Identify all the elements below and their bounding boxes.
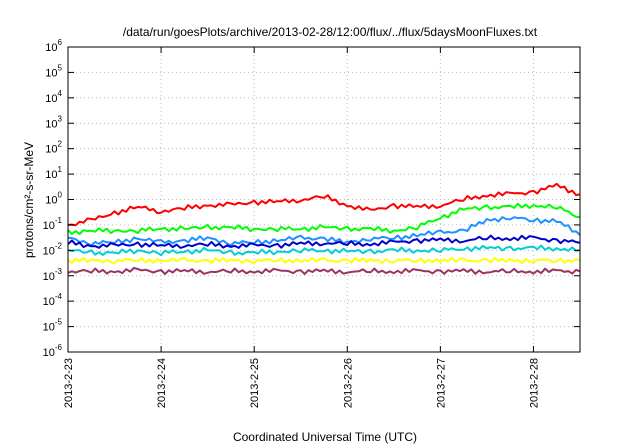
chart-title: /data/run/goesPlots/archive/2013-02-28/1… (123, 25, 538, 39)
y-tick-label: 10-1 (43, 216, 63, 232)
x-tick-label: 2013-2-24 (156, 358, 168, 408)
series-group (67, 182, 581, 275)
y-axis: 10-6 10-5 10-4 10-3 10-2 10-1 100 101 102 103 104 1… (43, 38, 580, 359)
y-tick-label: 104 (45, 89, 62, 105)
y-axis-label: protons/cm²-s-sr-MeV (22, 142, 36, 258)
x-tick-label: 2013-2-27 (435, 358, 447, 408)
x-tick-label: 2013-2-23 (63, 358, 75, 408)
x-tick-label: 2013-2-26 (342, 358, 354, 408)
series-line (67, 256, 581, 265)
x-axis: 2013-2-23 2013-2-24 2013-2-25 2013-2-26 2013… (63, 47, 540, 408)
x-tick-label: 2013-2-28 (528, 358, 540, 408)
y-tick-label: 105 (45, 63, 62, 79)
y-tick-label: 106 (45, 38, 62, 54)
x-axis-label: Coordinated Universal Time (UTC) (233, 430, 417, 444)
y-tick-label: 101 (45, 165, 62, 181)
series-line (67, 216, 581, 247)
series-line (67, 202, 581, 235)
y-tick-label: 100 (45, 191, 62, 207)
y-tick-label: 102 (45, 140, 62, 156)
series-line (67, 234, 581, 249)
y-tick-label: 10-3 (43, 267, 63, 283)
x-tick-label: 2013-2-25 (249, 358, 261, 408)
grid (68, 47, 580, 352)
y-tick-label: 10-5 (43, 318, 63, 334)
y-tick-label: 103 (45, 114, 62, 130)
series-line (67, 267, 581, 275)
y-tick-label: 10-6 (43, 343, 63, 359)
y-tick-label: 10-4 (43, 292, 63, 308)
y-tick-label: 10-2 (43, 241, 63, 257)
series-line (67, 182, 581, 227)
series-line (67, 244, 581, 257)
